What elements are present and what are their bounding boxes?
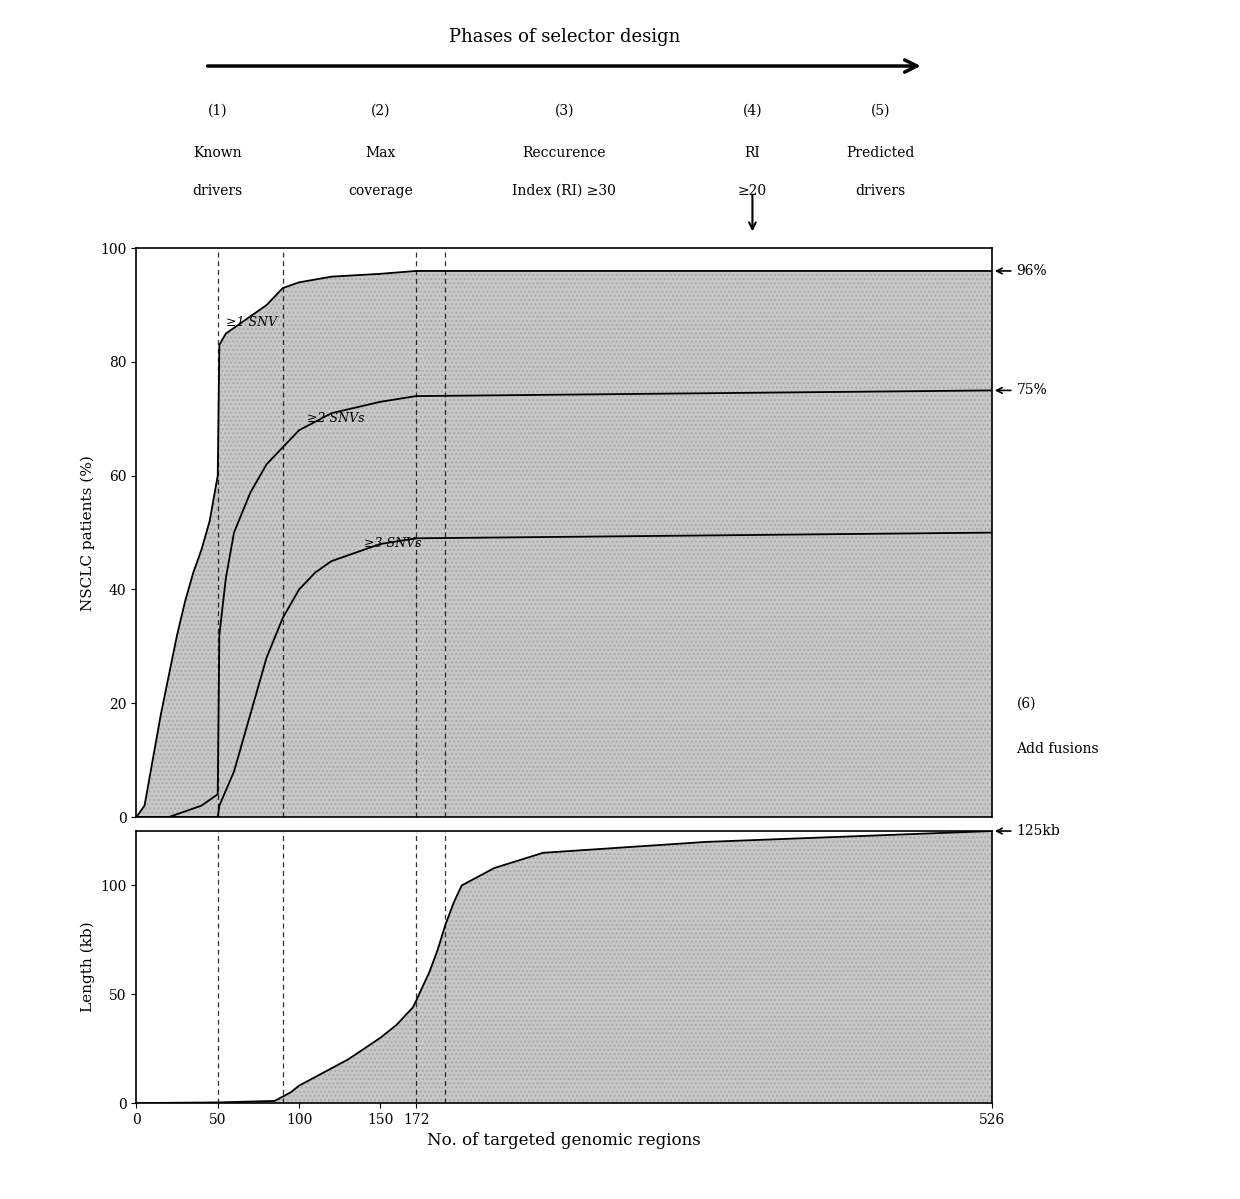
Text: drivers: drivers (192, 183, 243, 198)
X-axis label: No. of targeted genomic regions: No. of targeted genomic regions (428, 1132, 701, 1150)
Text: (2): (2) (371, 104, 391, 118)
Text: ≥1 SNV: ≥1 SNV (226, 315, 277, 329)
Text: Phases of selector design: Phases of selector design (449, 29, 680, 47)
Text: (5): (5) (870, 104, 890, 118)
Text: coverage: coverage (348, 183, 413, 198)
Text: ≥3 SNVs: ≥3 SNVs (365, 537, 422, 550)
Text: (1): (1) (208, 104, 227, 118)
Y-axis label: NSCLC patients (%): NSCLC patients (%) (81, 454, 94, 610)
Text: 96%: 96% (997, 264, 1047, 278)
Text: ≥20: ≥20 (738, 183, 768, 198)
Text: (4): (4) (743, 104, 763, 118)
Text: Max: Max (365, 146, 396, 159)
Text: Add fusions: Add fusions (1017, 742, 1099, 755)
Text: Reccurence: Reccurence (522, 146, 606, 159)
Text: 75%: 75% (997, 384, 1047, 397)
Text: ≥2 SNVs: ≥2 SNVs (308, 412, 365, 426)
Text: Known: Known (193, 146, 242, 159)
Text: Index (RI) ≥30: Index (RI) ≥30 (512, 183, 616, 198)
Text: Predicted: Predicted (847, 146, 915, 159)
Text: (6): (6) (1017, 697, 1035, 710)
Text: (3): (3) (554, 104, 574, 118)
Text: drivers: drivers (856, 183, 906, 198)
Y-axis label: Length (kb): Length (kb) (81, 922, 94, 1012)
Text: RI: RI (744, 146, 760, 159)
Text: 125kb: 125kb (997, 824, 1060, 838)
